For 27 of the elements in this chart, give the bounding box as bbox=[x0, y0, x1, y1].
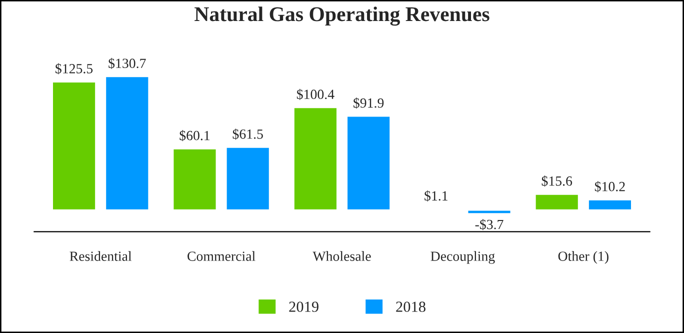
data-label: $91.9 bbox=[354, 98, 384, 109]
data-label: $15.6 bbox=[542, 176, 572, 187]
bar bbox=[225, 146, 270, 211]
data-label: $130.7 bbox=[108, 58, 146, 69]
data-label: $1.1 bbox=[424, 190, 448, 202]
x-tick-label: Residential bbox=[70, 251, 132, 261]
x-tick-label: Decoupling bbox=[430, 251, 495, 264]
bar bbox=[172, 148, 218, 211]
x-tick-label: Other (1) bbox=[558, 251, 608, 264]
bar bbox=[293, 106, 338, 211]
legend-label: 2019 bbox=[289, 302, 318, 312]
x-tick-label: Wholesale bbox=[312, 251, 371, 262]
legend-label: 2018 bbox=[396, 302, 426, 312]
chart-title: Natural Gas Operating Revenues bbox=[194, 6, 490, 26]
bar bbox=[346, 115, 391, 211]
bar bbox=[52, 81, 96, 211]
data-label: -$3.7 bbox=[475, 218, 504, 230]
data-label: $125.5 bbox=[56, 63, 93, 74]
data-label: $61.5 bbox=[232, 128, 263, 140]
data-label: $60.1 bbox=[180, 130, 210, 142]
bar bbox=[104, 76, 150, 211]
bar bbox=[588, 198, 632, 211]
data-label: $100.4 bbox=[296, 88, 334, 100]
x-tick-label: Commercial bbox=[188, 251, 256, 261]
bar bbox=[466, 209, 512, 215]
data-label: $10.2 bbox=[594, 181, 625, 192]
bar bbox=[534, 193, 580, 211]
